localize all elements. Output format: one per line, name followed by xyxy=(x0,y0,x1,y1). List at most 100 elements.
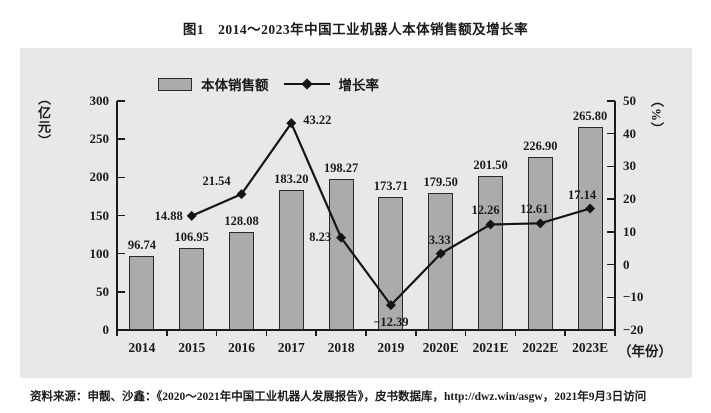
bar-2023E xyxy=(577,127,603,330)
growth-value-label: 17.14 xyxy=(568,188,597,203)
diamond-marker-icon xyxy=(535,218,546,229)
line-marker-icon xyxy=(283,78,330,91)
diamond-marker-icon xyxy=(186,210,197,221)
figure-title: 图1 2014～2023年中国工业机器人本体销售额及增长率 xyxy=(182,22,529,37)
growth-value-label: −12.39 xyxy=(373,315,409,330)
bar-2021E xyxy=(478,176,503,330)
bar-value-label: 198.27 xyxy=(323,160,359,175)
x-axis-tick xyxy=(464,330,467,336)
growth-value-label: 14.88 xyxy=(154,208,183,223)
diamond-marker-icon xyxy=(485,219,496,230)
left-axis-tick xyxy=(117,176,125,179)
source-citation: 资料来源：申靓、沙鑫：《2020～2021年中国工业机器人发展报告》，皮书数据库… xyxy=(30,391,647,403)
growth-value-label: 3.33 xyxy=(428,232,451,247)
left-axis-tick-label: 50 xyxy=(96,283,109,299)
diamond-marker-icon xyxy=(585,203,596,214)
bar-value-label: 265.80 xyxy=(572,109,608,124)
bar-value-label: 96.74 xyxy=(127,238,156,253)
x-axis-tick xyxy=(215,330,218,336)
x-category-label: 2017 xyxy=(277,340,305,355)
right-axis-unit: （%） xyxy=(649,94,664,136)
bar-swatch-icon xyxy=(158,77,192,91)
left-axis-tick-label: 150 xyxy=(89,207,110,223)
chart-panel: 本体销售额 增长率 （亿元） （%） 300 250 200 150 100 50 0 50 4… xyxy=(20,48,692,378)
x-axis-tick xyxy=(116,330,118,336)
diamond-marker-icon xyxy=(435,248,446,259)
bar-2022E xyxy=(527,156,553,330)
x-category-label: 2019 xyxy=(377,340,405,355)
right-axis-tick-label: −20 xyxy=(623,322,644,337)
growth-value-label: 12.61 xyxy=(520,202,549,217)
diamond-marker-icon xyxy=(236,189,247,200)
right-axis-tick xyxy=(607,263,615,266)
x-axis-tick xyxy=(365,330,367,336)
right-axis-tick xyxy=(607,296,615,299)
left-axis-tick-label: 200 xyxy=(89,169,110,185)
growth-value-label: 43.22 xyxy=(303,113,332,128)
bar-2016 xyxy=(229,232,254,330)
left-axis-tick xyxy=(117,252,125,255)
diamond-marker-icon xyxy=(385,300,396,311)
legend-label-sales: 本体销售额 xyxy=(201,78,269,93)
right-axis-tick xyxy=(607,231,615,233)
legend-item-sales: 本体销售额 xyxy=(158,74,269,94)
right-axis-tick-label: −10 xyxy=(623,289,644,305)
x-axis-tick xyxy=(166,330,168,336)
left-axis-tick-label: 0 xyxy=(102,322,110,337)
left-axis-tick-label: 250 xyxy=(89,131,110,147)
right-axis-tick xyxy=(607,329,615,331)
growth-line-series xyxy=(186,118,596,311)
x-axis-tick xyxy=(564,330,566,336)
left-axis-tick xyxy=(117,329,125,331)
bar-value-label: 201.50 xyxy=(473,158,508,173)
x-category-label: 2018 xyxy=(327,340,355,355)
bar-value-label: 128.08 xyxy=(224,214,259,229)
right-axis-tick xyxy=(607,198,615,200)
bar-2015 xyxy=(179,248,205,330)
right-axis-tick-label: 30 xyxy=(623,158,636,174)
x-axis-unit: （年份） xyxy=(618,344,672,359)
growth-value-label: 21.54 xyxy=(202,174,231,189)
right-axis-tick xyxy=(607,100,615,102)
x-category-label: 2022E xyxy=(522,340,559,355)
x-category-label: 2014 xyxy=(128,340,156,355)
bar-2017 xyxy=(278,190,304,330)
right-axis-tick-label: 40 xyxy=(623,125,636,141)
left-axis-tick xyxy=(117,138,125,140)
growth-value-label: 8.23 xyxy=(309,229,332,244)
right-axis-tick xyxy=(607,132,615,135)
left-axis-tick-label: 300 xyxy=(89,93,110,108)
left-axis-tick-label: 100 xyxy=(89,245,110,261)
right-axis-line xyxy=(614,101,616,330)
left-axis-tick xyxy=(117,214,125,217)
x-axis-tick xyxy=(415,330,417,336)
legend-item-growth: 增长率 xyxy=(283,74,380,94)
bar-2018 xyxy=(328,178,354,330)
left-axis-tick xyxy=(117,100,125,102)
x-category-label: 2021E xyxy=(472,340,509,355)
bar-value-label: 226.90 xyxy=(523,138,558,153)
chart-legend: 本体销售额 增长率 xyxy=(158,74,379,94)
right-axis-tick-label: 20 xyxy=(623,191,636,207)
x-category-label: 2016 xyxy=(228,340,255,355)
x-category-label: 2015 xyxy=(178,340,206,355)
x-axis-tick xyxy=(315,330,317,336)
diamond-marker-icon xyxy=(286,118,297,129)
bar-value-label: 173.71 xyxy=(373,179,409,194)
right-axis-tick xyxy=(607,165,615,168)
legend-label-growth: 增长率 xyxy=(338,78,380,93)
x-category-label: 2020E xyxy=(422,340,459,355)
left-axis-tick xyxy=(117,291,125,293)
right-axis-tick-label: 0 xyxy=(623,256,630,272)
left-axis-unit: （亿元） xyxy=(36,92,51,148)
bar-2014 xyxy=(129,256,155,330)
x-category-label: 2023E xyxy=(572,340,609,355)
x-axis-tick xyxy=(614,330,616,336)
bar-value-label: 183.20 xyxy=(274,172,309,187)
x-axis-tick xyxy=(514,330,517,336)
x-axis-tick xyxy=(265,330,268,336)
right-axis-tick-label: 50 xyxy=(623,93,636,108)
diamond-marker-icon xyxy=(336,232,347,243)
growth-value-label: 12.26 xyxy=(471,203,500,218)
right-axis-tick-label: 10 xyxy=(623,223,636,239)
